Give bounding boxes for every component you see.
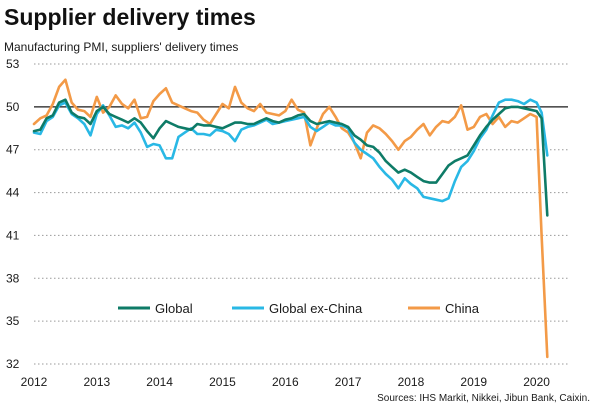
x-tick-label: 2013 [83,375,110,389]
y-tick-label: 50 [6,100,20,114]
series-lines [32,78,549,359]
x-axis-tick-labels: 2012 2013 2014 2015 2016 2017 2018 2019 2020 [21,375,551,389]
y-tick-label: 32 [6,357,20,371]
series-line-china [32,78,549,359]
y-tick-label: 35 [6,314,20,328]
y-axis-tick-labels: 53 50 47 44 41 38 35 32 [6,57,20,371]
x-tick-label: 2015 [209,375,236,389]
source-note: Sources: IHS Markit, Nikkei, Jibun Bank,… [377,393,590,404]
x-tick-label: 2018 [398,375,425,389]
legend-label-china: China [445,301,480,316]
x-tick-label: 2012 [21,375,48,389]
x-tick-label: 2014 [146,375,173,389]
series-line-global-ex-china [32,98,549,203]
x-tick-label: 2017 [335,375,362,389]
series-line-global [32,98,549,217]
chart-subtitle: Manufacturing PMI, suppliers' delivery t… [4,40,239,54]
y-tick-label: 41 [6,228,20,242]
chart-title: Supplier delivery times [4,4,256,30]
x-tick-label: 2019 [460,375,487,389]
legend-label-global-ex-china: Global ex-China [269,301,363,316]
y-tick-label: 38 [6,271,20,285]
y-tick-label: 53 [6,57,20,71]
x-tick-label: 2016 [272,375,299,389]
y-tick-label: 44 [6,186,20,200]
legend: Global Global ex-China China [118,301,480,316]
legend-label-global: Global [155,301,193,316]
y-tick-label: 47 [6,143,20,157]
x-tick-label: 2020 [523,375,550,389]
gridlines [34,63,568,365]
